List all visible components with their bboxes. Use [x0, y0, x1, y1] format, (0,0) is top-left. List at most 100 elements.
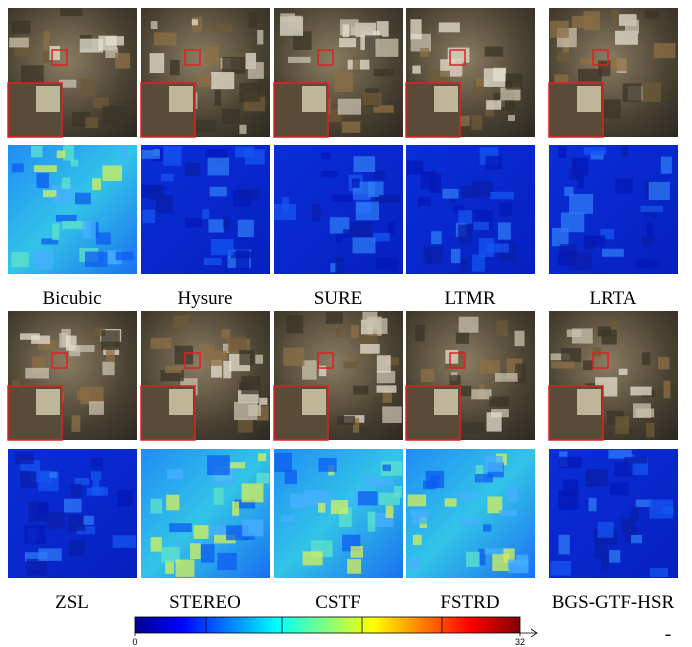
texture [589, 498, 597, 511]
colorbar-tick-label: 32 [515, 637, 525, 647]
texture [167, 469, 183, 479]
texture [257, 473, 270, 484]
texture [339, 38, 356, 47]
texture [201, 544, 215, 562]
texture [185, 218, 201, 227]
texture [20, 333, 40, 339]
zoom-inset-detail [577, 86, 601, 112]
texture [332, 195, 354, 202]
texture [142, 150, 160, 159]
texture [150, 53, 165, 73]
texture [583, 360, 593, 370]
zoom-inset-detail [577, 389, 601, 415]
texture [508, 560, 529, 574]
texture [176, 560, 195, 577]
texture [472, 255, 485, 272]
texture [222, 57, 245, 74]
method-label: BGS-GTF-HSR [552, 592, 675, 613]
figure: Bicubic Hysure SURE LTMR LRTA ZSL STEREO… [0, 0, 692, 647]
texture [118, 490, 133, 506]
texture [312, 204, 321, 220]
zoom-inset-detail [36, 86, 60, 112]
texture [89, 401, 104, 415]
texture [102, 361, 114, 375]
texture [630, 387, 651, 396]
texture [584, 235, 605, 247]
texture [442, 189, 458, 199]
texture [645, 10, 659, 18]
texture [445, 350, 458, 364]
texture [379, 493, 400, 505]
texture [321, 152, 331, 159]
texture [211, 72, 234, 89]
texture [156, 195, 173, 213]
texture [164, 146, 182, 166]
texture [71, 484, 82, 497]
method-label: FSTRD [440, 592, 499, 613]
texture [238, 220, 254, 237]
texture [376, 258, 397, 272]
texture [649, 182, 670, 200]
texture [642, 82, 661, 102]
texture [471, 389, 491, 399]
texture [175, 346, 193, 365]
texture [354, 156, 376, 172]
texture [377, 371, 395, 383]
texture [636, 259, 659, 268]
texture [499, 510, 517, 516]
texture [56, 215, 77, 222]
texture [498, 223, 511, 240]
texture [475, 474, 493, 482]
texture [336, 234, 343, 243]
texture [382, 406, 401, 423]
texture [410, 509, 430, 515]
texture [258, 453, 266, 461]
texture [559, 535, 570, 555]
texture [290, 494, 306, 509]
texture [282, 197, 289, 212]
texture [598, 522, 614, 538]
texture [24, 525, 45, 544]
texture [239, 350, 254, 365]
texture [190, 543, 201, 559]
texture [431, 231, 442, 244]
texture [20, 471, 36, 488]
texture [50, 46, 61, 60]
texture [31, 146, 43, 157]
texture [21, 65, 44, 82]
texture [281, 515, 294, 521]
texture [161, 174, 173, 182]
texture [47, 512, 65, 529]
texture [50, 471, 58, 478]
texture [506, 73, 523, 89]
texture [71, 160, 79, 167]
texture [81, 78, 95, 96]
texture [113, 535, 136, 548]
texture [154, 32, 177, 45]
texture [473, 222, 489, 230]
texture [151, 537, 162, 552]
texture [631, 535, 642, 543]
texture [222, 109, 240, 124]
method-label: STEREO [169, 592, 241, 613]
texture [92, 178, 101, 190]
texture [373, 171, 386, 179]
zoom-inset-detail [434, 86, 458, 112]
texture [658, 357, 669, 369]
texture [234, 402, 257, 420]
texture [484, 68, 505, 87]
texture [550, 21, 569, 38]
texture [561, 213, 584, 233]
texture [358, 491, 378, 505]
texture [75, 345, 95, 352]
texture [185, 163, 200, 176]
texture [356, 202, 379, 221]
texture [386, 505, 394, 518]
texture [654, 43, 676, 58]
texture [410, 19, 421, 39]
texture [122, 146, 129, 160]
method-label: CSTF [315, 592, 360, 613]
texture [485, 47, 503, 57]
texture [248, 62, 264, 79]
texture [642, 352, 650, 365]
